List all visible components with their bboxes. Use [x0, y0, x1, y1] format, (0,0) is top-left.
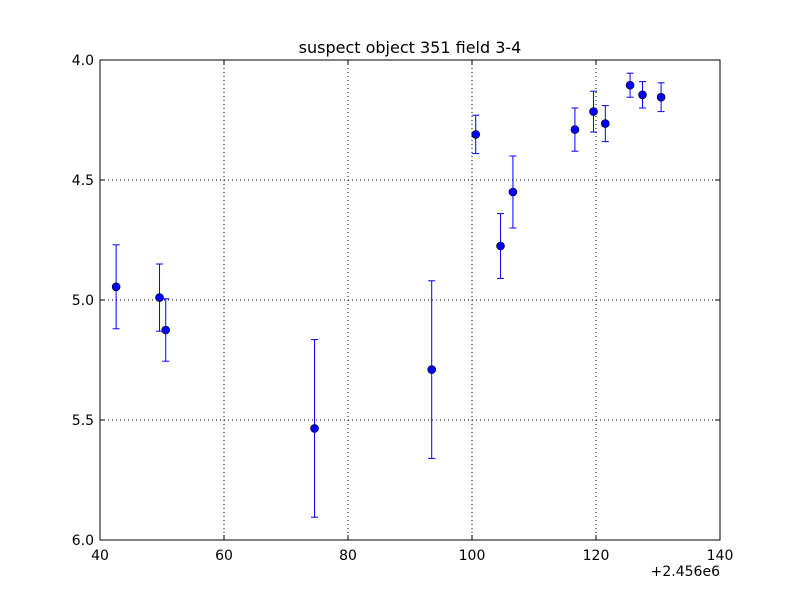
grid	[100, 60, 720, 540]
x-tick-label: 60	[215, 548, 233, 564]
x-tick-label: 100	[459, 548, 486, 564]
y-tick-label: 4.0	[72, 53, 94, 69]
data-point	[111, 282, 121, 292]
plot-frame	[99, 59, 721, 541]
data-point	[638, 90, 647, 100]
x-offset-label: +2.456e6	[651, 564, 720, 580]
data-point	[161, 325, 171, 335]
data-point	[427, 365, 437, 374]
data-point	[496, 241, 505, 251]
data-point	[656, 92, 666, 102]
y-tick-label: 5.0	[72, 293, 94, 309]
data-point	[508, 187, 518, 197]
data-point	[589, 107, 598, 116]
y-tick-label: 6.0	[72, 533, 94, 549]
data-point	[155, 293, 164, 302]
data-point	[600, 119, 610, 128]
y-tick-label: 4.5	[72, 173, 94, 189]
data-marks	[111, 72, 666, 518]
x-tick-label: 80	[339, 548, 357, 564]
y-tick-label: 5.5	[72, 413, 94, 429]
x-tick-label: 40	[91, 548, 109, 564]
x-tick-label: 120	[583, 548, 610, 564]
data-point	[471, 130, 481, 139]
chart-title: suspect object 351 field 3-4	[299, 38, 522, 57]
data-point	[310, 424, 319, 433]
x-tick-label: 140	[707, 548, 734, 564]
data-point	[625, 80, 635, 90]
data-point	[570, 125, 580, 134]
ticks: 40 60 80 100 120 140 4.0 4.5 5.0 5.5 6.0	[72, 53, 734, 564]
